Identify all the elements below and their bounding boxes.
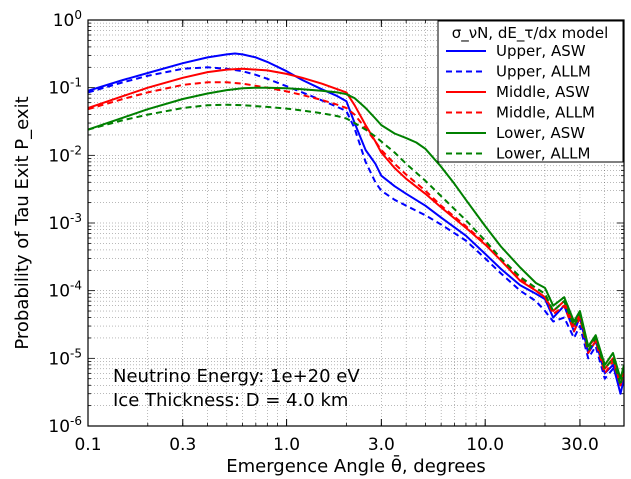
series-lines bbox=[88, 52, 624, 395]
y-tick-label: 10-5 bbox=[48, 346, 82, 369]
x-tick-label: 1.0 bbox=[273, 435, 300, 455]
legend-label: Upper, ALLM bbox=[496, 63, 591, 81]
y-axis-title: Probability of Tau Exit P_exit bbox=[12, 96, 33, 349]
legend-label: Upper, ASW bbox=[496, 42, 586, 60]
x-axis-title: Emergence Angle θ̄, degrees bbox=[226, 455, 486, 477]
legend-label: Middle, ALLM bbox=[496, 104, 595, 122]
series-line bbox=[88, 86, 624, 380]
x-tick-labels: 0.1 0.3 1.0 3.0 10.0 30.0 bbox=[74, 435, 598, 455]
y-tick-label: 10-6 bbox=[48, 414, 82, 437]
x-tick-label: 0.1 bbox=[74, 435, 101, 455]
y-tick-label: 10-3 bbox=[48, 211, 82, 234]
legend-title: σ_νN, dE_τ/dx model bbox=[452, 24, 609, 43]
y-tick-label: 10-1 bbox=[48, 76, 82, 99]
y-tick-label: 10-2 bbox=[48, 143, 82, 166]
legend-label: Lower, ASW bbox=[496, 124, 585, 142]
y-tick-labels: 10-6 10-5 10-4 10-3 10-2 10-1 100 bbox=[48, 8, 82, 437]
x-tick-label: 10.0 bbox=[466, 435, 504, 455]
grid bbox=[88, 20, 624, 426]
y-tick-label: 100 bbox=[53, 8, 82, 31]
annotation-energy: Neutrino Energy: 1e+20 eV bbox=[113, 366, 360, 387]
legend-label: Lower, ALLM bbox=[496, 145, 590, 163]
series-line bbox=[88, 66, 624, 387]
legend: σ_νN, dE_τ/dx model Upper, ASW Upper, ALL… bbox=[437, 20, 624, 163]
plot-frame bbox=[87, 19, 625, 427]
series-line bbox=[88, 103, 624, 387]
x-tick-label: 3.0 bbox=[368, 435, 395, 455]
annotation-thickness: Ice Thickness: D = 4.0 km bbox=[113, 390, 348, 411]
x-tick-label: 0.3 bbox=[169, 435, 196, 455]
legend-label: Middle, ASW bbox=[496, 83, 590, 101]
x-tick-label: 30.0 bbox=[561, 435, 599, 455]
y-tick-label: 10-4 bbox=[48, 279, 82, 302]
